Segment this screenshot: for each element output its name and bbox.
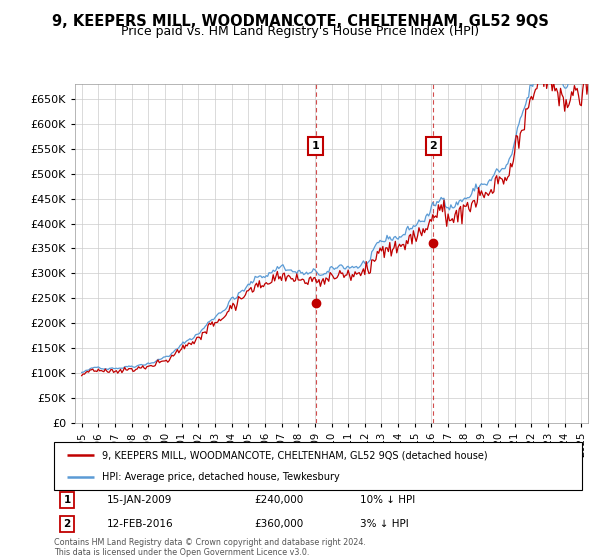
Text: HPI: Average price, detached house, Tewkesbury: HPI: Average price, detached house, Tewk… xyxy=(101,472,339,482)
Text: 1: 1 xyxy=(64,496,71,505)
Text: 15-JAN-2009: 15-JAN-2009 xyxy=(107,496,172,505)
Text: 2: 2 xyxy=(64,519,71,529)
Text: Contains HM Land Registry data © Crown copyright and database right 2024.
This d: Contains HM Land Registry data © Crown c… xyxy=(54,538,366,557)
Text: 1: 1 xyxy=(311,141,319,151)
Text: 9, KEEPERS MILL, WOODMANCOTE, CHELTENHAM, GL52 9QS (detached house): 9, KEEPERS MILL, WOODMANCOTE, CHELTENHAM… xyxy=(101,450,487,460)
Text: £240,000: £240,000 xyxy=(254,496,304,505)
Text: Price paid vs. HM Land Registry's House Price Index (HPI): Price paid vs. HM Land Registry's House … xyxy=(121,25,479,38)
Text: 9, KEEPERS MILL, WOODMANCOTE, CHELTENHAM, GL52 9QS: 9, KEEPERS MILL, WOODMANCOTE, CHELTENHAM… xyxy=(52,14,548,29)
Text: 2: 2 xyxy=(430,141,437,151)
Text: 10% ↓ HPI: 10% ↓ HPI xyxy=(360,496,415,505)
FancyBboxPatch shape xyxy=(54,442,582,490)
Text: £360,000: £360,000 xyxy=(254,519,304,529)
Text: 3% ↓ HPI: 3% ↓ HPI xyxy=(360,519,409,529)
Text: 12-FEB-2016: 12-FEB-2016 xyxy=(107,519,173,529)
